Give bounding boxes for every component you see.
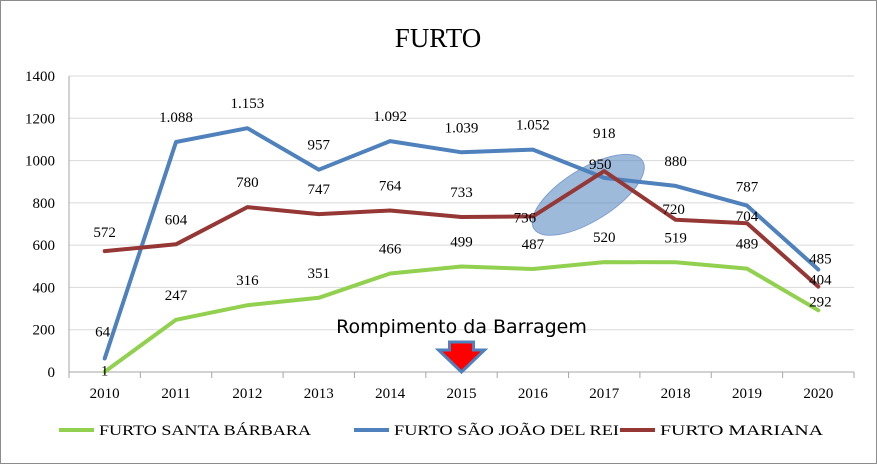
- x-tick-label: 2018: [661, 386, 691, 402]
- data-label: 1.088: [159, 110, 193, 126]
- x-tick-label: 2020: [803, 386, 833, 402]
- data-label: 316: [236, 273, 259, 289]
- legend-label: FURTO MARIANA: [660, 423, 823, 439]
- annotation-layer: Rompimento da Barragem: [336, 316, 587, 375]
- y-tick-label: 1200: [25, 111, 55, 127]
- y-tick-label: 600: [33, 238, 56, 254]
- data-label: 720: [662, 202, 685, 218]
- y-tick-label: 1400: [25, 69, 55, 85]
- axes: 0 200 400 600 800 1000 1200 1400 2010 2011 2012 201…: [25, 69, 855, 402]
- x-tick-label: 2019: [732, 386, 762, 402]
- x-tick-label: 2013: [304, 386, 334, 402]
- data-label: 950: [589, 157, 612, 173]
- y-tick-label: 200: [33, 323, 56, 339]
- x-tick-label: 2011: [161, 386, 190, 402]
- data-label: 485: [809, 251, 832, 267]
- data-label: 489: [736, 237, 759, 253]
- series-line-1: [102, 126, 821, 361]
- data-label: 1.039: [445, 120, 479, 136]
- data-label: 918: [593, 126, 616, 142]
- highlight-ellipse: [531, 153, 645, 236]
- data-label: 1.092: [373, 109, 407, 125]
- x-tick-label: 2014: [375, 386, 406, 402]
- data-label: 747: [308, 182, 331, 198]
- down-arrow-icon: [434, 340, 489, 375]
- data-label: 572: [93, 225, 116, 241]
- y-tick-label: 400: [33, 280, 56, 296]
- data-label: 351: [308, 266, 331, 282]
- legend-label: FURTO SÃO JOÃO DEL REI: [394, 423, 619, 439]
- highlight-layer: [531, 153, 645, 236]
- data-label: 733: [450, 185, 473, 201]
- data-label: 1: [101, 363, 109, 379]
- data-label: 736: [514, 210, 537, 226]
- legend-label: FURTO SANTA BÁRBARA: [99, 422, 311, 439]
- data-label: 404: [809, 273, 832, 289]
- series-line-2: [102, 169, 821, 289]
- data-label: 780: [236, 175, 259, 191]
- data-label: 1.153: [231, 96, 265, 112]
- data-label: 704: [736, 209, 759, 225]
- data-label: 880: [664, 154, 687, 170]
- data-label: 519: [664, 230, 687, 246]
- annotation-text: Rompimento da Barragem: [336, 316, 587, 338]
- legend: FURTO SANTA BÁRBARA FURTO SÃO JOÃO DEL RE…: [59, 422, 823, 439]
- data-label: 787: [736, 180, 759, 196]
- series-line-0: [102, 260, 821, 374]
- data-label: 487: [522, 237, 545, 253]
- x-tick-label: 2017: [589, 386, 620, 402]
- chart-title: FURTO: [395, 23, 481, 53]
- data-label: 499: [450, 234, 473, 250]
- y-tick-label: 800: [33, 196, 56, 212]
- y-tick-label: 0: [48, 365, 56, 381]
- data-label: 292: [809, 294, 832, 310]
- x-tick-label: 2016: [518, 386, 549, 402]
- x-tick-label: 2010: [90, 386, 120, 402]
- data-label: 520: [593, 230, 616, 246]
- grid-lines: [69, 75, 854, 331]
- data-label: 466: [379, 241, 402, 257]
- data-label: 604: [165, 212, 188, 228]
- data-labels: 1 247 316 351 466 499 487 520 519 489 292 64 1.088 1.…: [93, 96, 832, 379]
- data-label: 1.052: [516, 118, 550, 134]
- series-layer: [102, 126, 821, 374]
- data-label: 64: [95, 324, 111, 340]
- x-tick-label: 2015: [447, 386, 477, 402]
- y-tick-label: 1000: [25, 154, 55, 170]
- data-label: 764: [379, 178, 402, 194]
- data-label: 247: [165, 288, 188, 304]
- data-label: 957: [308, 138, 331, 154]
- x-tick-label: 2012: [232, 386, 262, 402]
